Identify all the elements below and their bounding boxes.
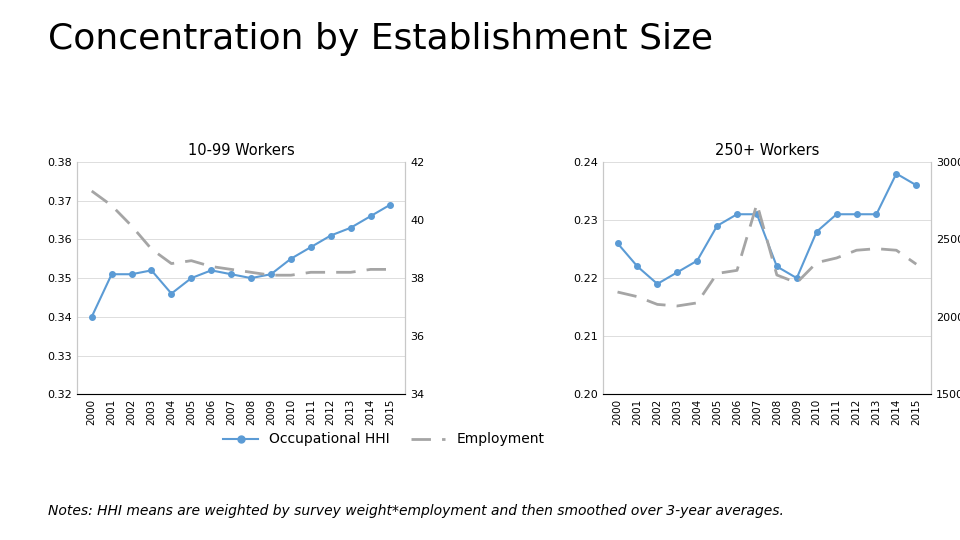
Title: 250+ Workers: 250+ Workers <box>714 143 819 158</box>
Text: Concentration by Establishment Size: Concentration by Establishment Size <box>48 22 713 56</box>
Legend: Occupational HHI, Employment: Occupational HHI, Employment <box>218 427 550 452</box>
Title: 10-99 Workers: 10-99 Workers <box>188 143 295 158</box>
Text: Notes: HHI means are weighted by survey weight*employment and then smoothed over: Notes: HHI means are weighted by survey … <box>48 504 784 518</box>
